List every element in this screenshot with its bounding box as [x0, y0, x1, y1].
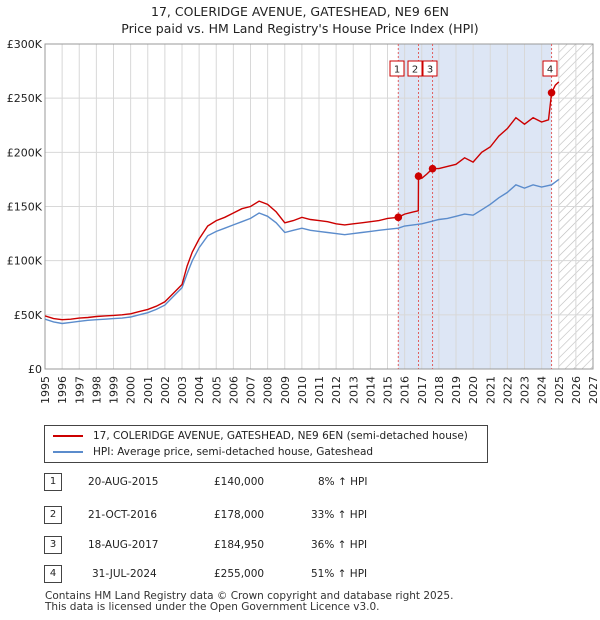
y-tick-label: £0 [28, 363, 42, 376]
transaction-row: 2 21-OCT-2016 £178,000 33% ↑ HPI [0, 503, 600, 527]
sale-label-box [542, 60, 558, 77]
legend-label: HPI: Average price, semi-detached house,… [93, 446, 374, 458]
x-tick-label: 2005 [210, 376, 223, 404]
y-tick-label: £50K [14, 309, 43, 322]
x-tick-label: 1996 [56, 376, 69, 404]
x-tick-label: 2025 [553, 376, 566, 404]
x-tick-label: 1999 [108, 376, 121, 404]
x-tick-label: 2023 [519, 376, 532, 404]
x-tick-label: 2016 [399, 376, 412, 404]
x-tick-label: 2004 [193, 376, 206, 404]
chart-subtitle: Price paid vs. HM Land Registry's House … [121, 21, 479, 36]
chart-title: 17, COLERIDGE AVENUE, GATESHEAD, NE9 6EN [151, 4, 449, 19]
transaction-row: 3 18-AUG-2017 £184,950 36% ↑ HPI [0, 533, 600, 557]
legend-item-property: 17, COLERIDGE AVENUE, GATESHEAD, NE9 6EN… [53, 429, 468, 443]
x-tick-label: 2024 [536, 376, 549, 404]
x-tick-label: 1998 [90, 376, 103, 404]
transaction-number: 3 [44, 536, 62, 554]
x-tick-label: 2015 [382, 376, 395, 404]
x-tick-label: 2011 [313, 376, 326, 404]
sale-point [547, 88, 556, 97]
transaction-number: 2 [44, 506, 62, 524]
sale-point [414, 172, 423, 180]
hpi-line [45, 178, 560, 325]
transaction-date: 20-AUG-2015 [88, 476, 159, 488]
y-tick-label: £150K [7, 201, 43, 214]
transaction-hpi: 8% ↑ HPI [318, 476, 368, 488]
x-tick-label: 1995 [39, 376, 52, 404]
legend-swatch-blue [53, 451, 83, 453]
x-tick-label: 2000 [125, 376, 138, 404]
property-price-line [45, 81, 560, 321]
legend-swatch-red [53, 435, 83, 437]
y-tick-label: £200K [7, 146, 43, 159]
legend: 17, COLERIDGE AVENUE, GATESHEAD, NE9 6EN… [44, 425, 488, 463]
y-tick-label: £100K [7, 255, 43, 268]
transaction-row: 1 20-AUG-2015 £140,000 8% ↑ HPI [0, 470, 600, 494]
sale-label-box [407, 60, 423, 77]
sale-point [428, 164, 437, 173]
x-tick-label: 2022 [501, 376, 514, 404]
x-tick-label: 2003 [176, 376, 189, 404]
transaction-number: 1 [44, 473, 62, 491]
transaction-date: 18-AUG-2017 [88, 539, 159, 551]
x-tick-label: 2010 [296, 376, 309, 404]
sale-label-box [389, 60, 405, 77]
transaction-hpi: 51% ↑ HPI [311, 568, 368, 580]
x-tick-label: 2013 [347, 376, 360, 404]
footer-copyright: Contains HM Land Registry data © Crown c… [45, 590, 454, 602]
legend-item-hpi: HPI: Average price, semi-detached house,… [53, 445, 373, 459]
transaction-price: £140,000 [214, 476, 265, 488]
transaction-price: £255,000 [214, 568, 265, 580]
price-chart: £0 £50K £100K £150K £200K £250K £300K 1995 1996 1… [7, 38, 600, 404]
x-tick-label: 2014 [364, 376, 377, 404]
sale-label: 4 [547, 65, 553, 76]
transaction-price: £178,000 [214, 509, 265, 521]
x-tick-label: 2020 [467, 376, 480, 404]
sale-label-box [422, 60, 438, 77]
transaction-number: 4 [44, 565, 62, 583]
x-tick-label: 2017 [416, 376, 429, 404]
plot-frame [44, 43, 594, 370]
x-tick-label: 2026 [570, 376, 583, 404]
transaction-hpi: 33% ↑ HPI [311, 509, 368, 521]
x-tick-label: 2006 [227, 376, 240, 404]
x-tick-label: 2009 [279, 376, 292, 404]
transaction-price: £184,950 [214, 539, 265, 551]
x-tick-label: 2007 [245, 376, 258, 404]
transaction-date: 31-JUL-2024 [92, 568, 157, 580]
x-tick-label: 2021 [484, 376, 497, 404]
x-tick-label: 2002 [159, 376, 172, 404]
x-tick-label: 2008 [262, 376, 275, 404]
x-tick-label: 2019 [450, 376, 463, 404]
sale-label: 1 [394, 65, 400, 76]
transaction-date: 21-OCT-2016 [88, 509, 157, 521]
sale-point [394, 213, 403, 222]
x-tick-label: 2001 [142, 376, 155, 404]
transaction-hpi: 36% ↑ HPI [311, 539, 368, 551]
y-tick-label: £300K [7, 38, 43, 51]
x-tick-label: 1997 [73, 376, 86, 404]
y-tick-label: £250K [7, 92, 43, 105]
x-tick-label: 2018 [433, 376, 446, 404]
sale-label: 2 [412, 65, 418, 76]
x-tick-label: 2012 [330, 376, 343, 404]
x-tick-label: 2027 [587, 376, 600, 404]
footer-licence: This data is licensed under the Open Gov… [45, 601, 380, 613]
transaction-row: 4 31-JUL-2024 £255,000 51% ↑ HPI [0, 562, 600, 586]
legend-label: 17, COLERIDGE AVENUE, GATESHEAD, NE9 6EN… [93, 430, 468, 442]
sale-label: 3 [427, 65, 433, 76]
